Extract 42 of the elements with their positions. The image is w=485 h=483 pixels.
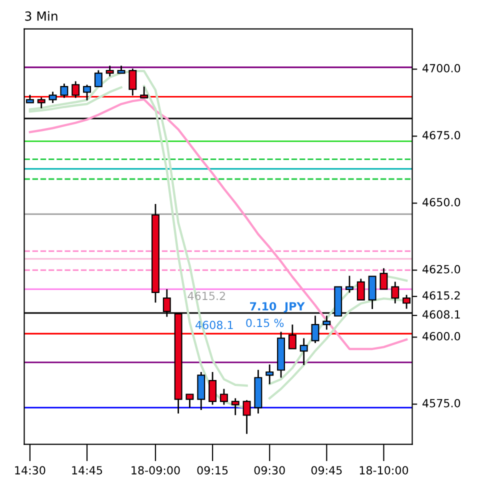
- y-tick-label: 4650.0: [422, 198, 460, 206]
- x-tick-label: 09:45: [311, 466, 342, 474]
- candlestick: [94, 70, 102, 88]
- candlestick: [220, 388, 228, 406]
- candlestick: [208, 371, 217, 406]
- candlestick: [391, 280, 400, 304]
- y-tick-label: 4615.2: [422, 291, 460, 300]
- candlestick: [266, 364, 274, 385]
- candlestick: [128, 68, 137, 96]
- x-tick-label: 18-10:00: [360, 466, 408, 474]
- annotation: 7.10 JPY: [250, 302, 305, 313]
- y-tick-label: 4600.0: [422, 332, 460, 340]
- y-tick-label: 4625.0: [422, 264, 460, 274]
- candlestick: [106, 65, 114, 78]
- candlestick: [48, 90, 57, 104]
- annotation: 0.15 %: [246, 318, 284, 328]
- chart-title: 3 Min: [25, 11, 58, 21]
- candlestick: [380, 268, 388, 290]
- y-tick-label: 4675.0: [422, 130, 460, 140]
- y-tick-label: 4608.1: [422, 310, 460, 319]
- candlestick: [37, 96, 46, 109]
- y-tick-label: 4700.0: [422, 64, 460, 72]
- candlestick: [300, 338, 308, 366]
- candlestick: [83, 84, 91, 101]
- candlestick: [186, 394, 194, 408]
- candlestick: [60, 82, 68, 99]
- candlestick: [356, 278, 365, 301]
- x-tick-label: 14:30: [15, 466, 46, 474]
- candlestick: [72, 80, 80, 99]
- annotation: 4608.1: [196, 320, 233, 330]
- x-tick-label: 14:45: [72, 466, 102, 474]
- candlestick: [288, 324, 296, 350]
- x-tick-label: 09:15: [197, 466, 228, 474]
- y-tick-label: 4575.0: [422, 398, 460, 408]
- candlestick: [231, 398, 240, 416]
- x-tick-label: 09:30: [254, 466, 285, 474]
- candlestick: [346, 275, 354, 294]
- x-tick-label: 18-09:00: [132, 466, 180, 474]
- candlestick: [368, 276, 376, 310]
- candlestick: [242, 399, 251, 435]
- annotation: 4615.2: [188, 292, 225, 300]
- candlestick: [140, 86, 148, 99]
